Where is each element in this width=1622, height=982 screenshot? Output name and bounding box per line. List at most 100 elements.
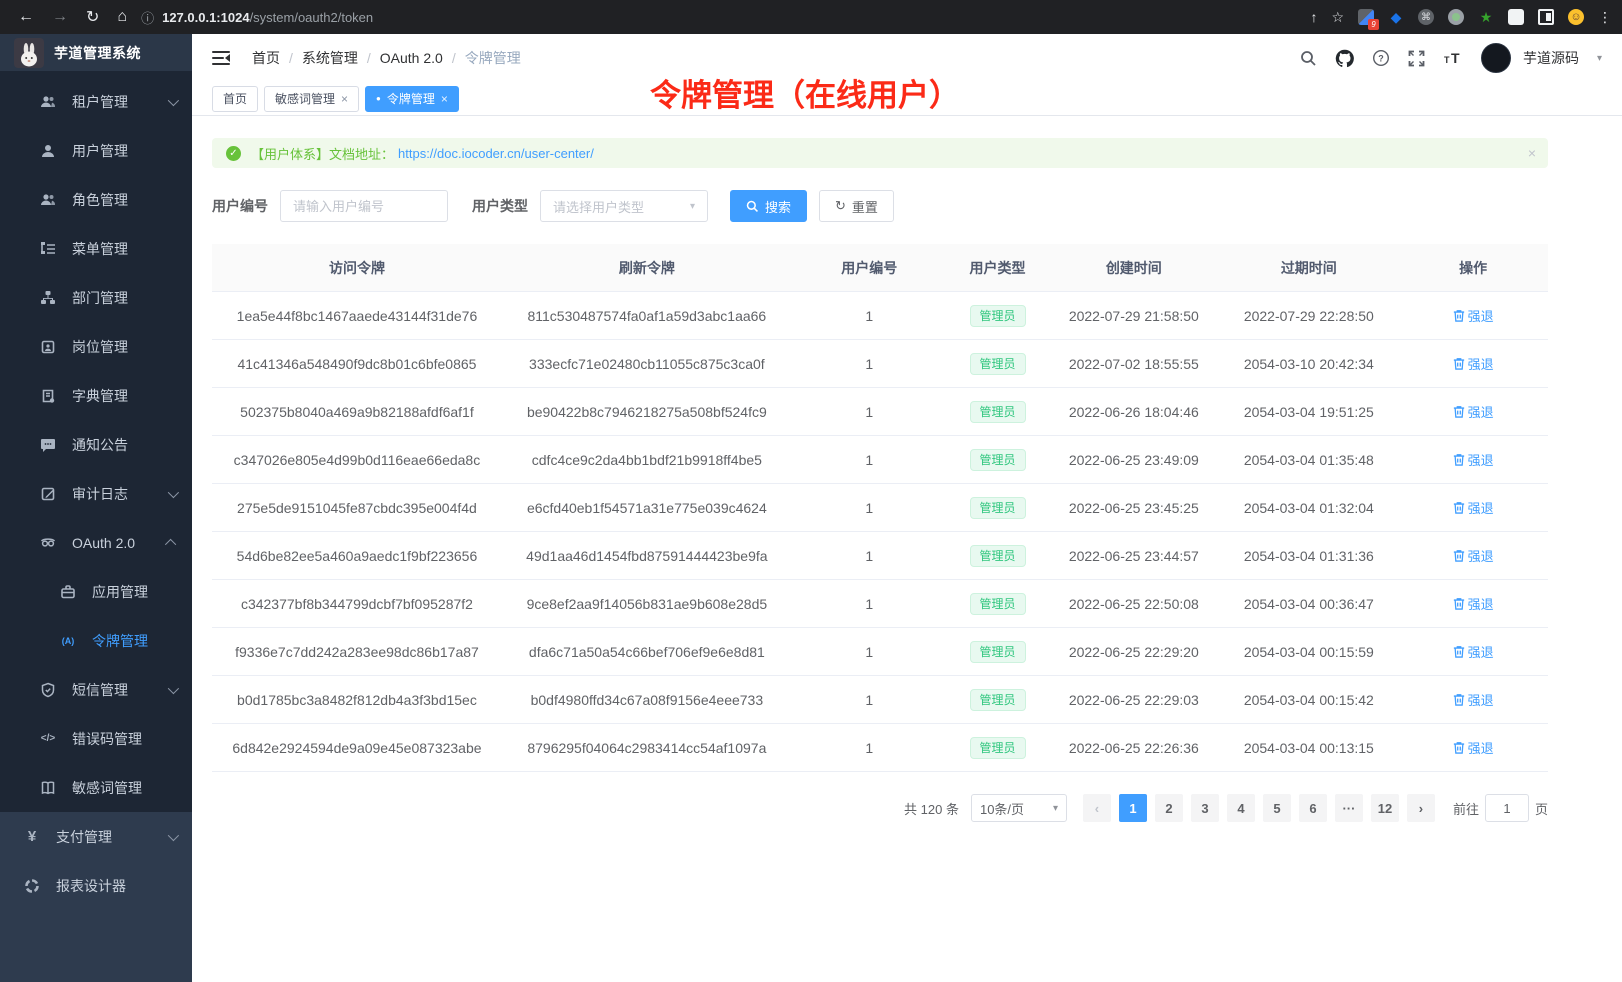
- force-logout-button[interactable]: 强退: [1453, 690, 1494, 709]
- sidebar: 芋道管理系统 租户管理 用户管理 角色管理 菜单管理 部门管理: [0, 34, 192, 982]
- tag-view-bar: 首页 敏感词管理 × ● 令牌管理 ×: [192, 82, 1622, 116]
- breadcrumb-home[interactable]: 首页: [252, 50, 280, 66]
- trash-icon: [1453, 742, 1464, 754]
- sidebar-item-label: 错误码管理: [72, 730, 142, 747]
- force-logout-button[interactable]: 强退: [1453, 402, 1494, 421]
- sidebar-item-role[interactable]: 角色管理: [0, 175, 192, 224]
- browser-menu-icon[interactable]: ⋮: [1598, 8, 1612, 25]
- sidebar-item-report[interactable]: 报表设计器: [0, 861, 192, 910]
- profile-emoji-icon[interactable]: ☺: [1568, 9, 1584, 25]
- sidebar-item-errcode[interactable]: </> 错误码管理: [0, 714, 192, 763]
- token-signal-icon: (A): [61, 635, 75, 646]
- extension-record-icon[interactable]: [1448, 9, 1464, 25]
- open-book-icon: [40, 780, 56, 796]
- sidebar-item-oauth[interactable]: OAuth 2.0: [0, 518, 192, 567]
- tab-token[interactable]: ● 令牌管理 ×: [365, 85, 459, 112]
- help-icon[interactable]: ?: [1372, 49, 1390, 67]
- sidebar-item-sms[interactable]: 短信管理: [0, 665, 192, 714]
- sidebar-item-tenant[interactable]: 租户管理: [0, 77, 192, 126]
- browser-forward-icon[interactable]: →: [52, 8, 68, 25]
- address-bar[interactable]: ⓘ 127.0.0.1:1024/system/oauth2/token: [141, 8, 1296, 27]
- force-logout-button[interactable]: 强退: [1453, 546, 1494, 565]
- page-button-4[interactable]: 4: [1226, 794, 1255, 822]
- next-page-button[interactable]: ›: [1406, 794, 1435, 822]
- reset-button[interactable]: ↻ 重置: [819, 190, 894, 222]
- sidebar-item-post[interactable]: 岗位管理: [0, 322, 192, 371]
- extensions-puzzle-icon[interactable]: [1508, 9, 1524, 25]
- force-logout-button[interactable]: 强退: [1453, 642, 1494, 661]
- extension-grid-icon[interactable]: 9: [1358, 9, 1379, 30]
- force-logout-button[interactable]: 强退: [1453, 306, 1494, 325]
- page-button-5[interactable]: 5: [1262, 794, 1291, 822]
- browser-reload-icon[interactable]: ↻: [86, 9, 100, 26]
- table-row: c347026e805e4d99b0d116eae66eda8c cdfc4ce9…: [212, 436, 1548, 484]
- user-menu-caret-icon[interactable]: ▾: [1596, 52, 1602, 64]
- active-dot-icon: ●: [376, 94, 381, 103]
- close-icon[interactable]: ×: [341, 91, 349, 106]
- force-logout-button[interactable]: 强退: [1453, 738, 1494, 757]
- sidebar-item-dept[interactable]: 部门管理: [0, 273, 192, 322]
- page-button-6[interactable]: 6: [1298, 794, 1327, 822]
- search-button[interactable]: 搜索: [730, 190, 808, 222]
- alert-close-icon[interactable]: ×: [1527, 145, 1536, 161]
- github-icon[interactable]: [1335, 49, 1354, 68]
- select-caret-icon: ▾: [1052, 802, 1058, 814]
- sidebar-item-audit[interactable]: 审计日志: [0, 469, 192, 518]
- more-pages-button[interactable]: ···: [1334, 794, 1363, 822]
- trash-icon: [1453, 358, 1464, 370]
- force-logout-button[interactable]: 强退: [1453, 354, 1494, 373]
- fullscreen-icon[interactable]: [1408, 50, 1425, 67]
- page-button-3[interactable]: 3: [1190, 794, 1219, 822]
- sidebar-item-label: 短信管理: [72, 681, 128, 698]
- extension-star-icon[interactable]: ★: [1479, 8, 1493, 25]
- breadcrumb-system[interactable]: 系统管理: [301, 50, 358, 66]
- header-search-icon[interactable]: [1300, 50, 1317, 67]
- share-icon[interactable]: ↑: [1310, 9, 1318, 25]
- extension-gem-icon[interactable]: ◆: [1390, 8, 1402, 25]
- avatar[interactable]: [1480, 43, 1511, 73]
- goto-page-input[interactable]: [1484, 794, 1529, 822]
- sidebar-item-oauth-token[interactable]: (A) 令牌管理: [0, 616, 192, 665]
- sidebar-item-label: 通知公告: [72, 436, 128, 453]
- doc-link[interactable]: https://doc.iocoder.cn/user-center/: [398, 145, 594, 161]
- sidebar-item-notice[interactable]: 通知公告: [0, 420, 192, 469]
- extension-cmd-icon[interactable]: ⌘: [1418, 9, 1434, 25]
- force-logout-button[interactable]: 强退: [1453, 498, 1494, 517]
- user-id-input[interactable]: [280, 190, 448, 222]
- side-panel-icon[interactable]: [1538, 9, 1554, 25]
- browser-home-icon[interactable]: ⌂: [117, 8, 128, 25]
- tab-home[interactable]: 首页: [212, 85, 259, 112]
- app-logo[interactable]: 芋道管理系统: [0, 34, 192, 71]
- sidebar-item-menu[interactable]: 菜单管理: [0, 224, 192, 273]
- tab-sensitive[interactable]: 敏感词管理 ×: [264, 85, 360, 112]
- page-button-2[interactable]: 2: [1154, 794, 1183, 822]
- bookmark-star-icon[interactable]: ☆: [1331, 8, 1344, 25]
- user-type-select[interactable]: 请选择用户类型 ▾: [540, 190, 708, 222]
- table-header-row: 访问令牌 刷新令牌 用户编号 用户类型 创建时间 过期时间 操作: [212, 244, 1548, 292]
- sidebar-item-user[interactable]: 用户管理: [0, 126, 192, 175]
- sidebar-item-oauth-app[interactable]: 应用管理: [0, 567, 192, 616]
- close-icon[interactable]: ×: [440, 91, 448, 106]
- breadcrumb-oauth[interactable]: OAuth 2.0: [379, 50, 443, 66]
- table-row: b0d1785bc3a8482f812db4a3f3bd15ec b0df4980…: [212, 676, 1548, 724]
- collapse-sidebar-icon[interactable]: [212, 51, 230, 65]
- force-logout-button[interactable]: 强退: [1453, 594, 1494, 613]
- page-button-1[interactable]: 1: [1118, 794, 1147, 822]
- sidebar-item-pay[interactable]: ¥ 支付管理: [0, 812, 192, 861]
- alert-text: 【用户体系】文档地址：: [251, 146, 395, 162]
- force-logout-button[interactable]: 强退: [1453, 450, 1494, 469]
- site-info-icon[interactable]: ⓘ: [141, 10, 155, 26]
- sidebar-menu: 租户管理 用户管理 角色管理 菜单管理 部门管理 岗位管理: [0, 71, 192, 982]
- username[interactable]: 芋道源码: [1522, 50, 1579, 66]
- user-type-badge: 管理员: [969, 736, 1026, 759]
- trash-icon: [1453, 550, 1464, 562]
- page-button-12[interactable]: 12: [1370, 794, 1399, 822]
- prev-page-button[interactable]: ‹: [1082, 794, 1111, 822]
- browser-back-icon[interactable]: ←: [18, 8, 34, 25]
- page-size-select[interactable]: 10条/页 ▾: [970, 794, 1067, 822]
- user-type-badge: 管理员: [969, 592, 1026, 615]
- breadcrumb: 首页 / 系统管理 / OAuth 2.0 / 令牌管理: [252, 50, 521, 66]
- sidebar-item-sensitive[interactable]: 敏感词管理: [0, 763, 192, 812]
- sidebar-item-dict[interactable]: 字典管理: [0, 371, 192, 420]
